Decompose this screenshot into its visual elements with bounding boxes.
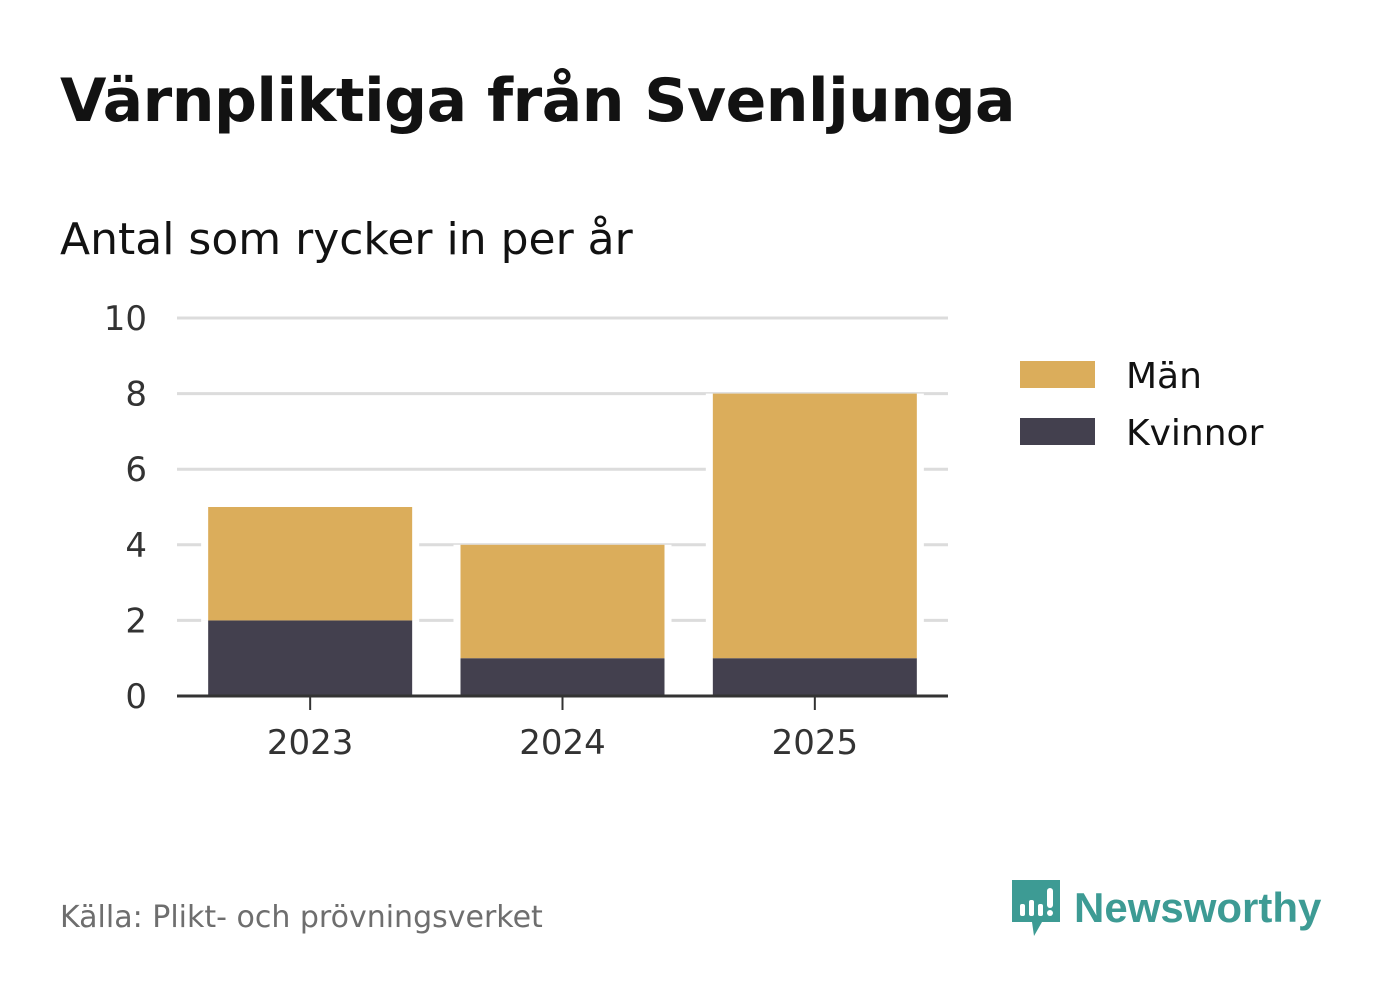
y-tick-label: 6: [125, 450, 147, 490]
source-note: Källa: Plikt- och prövningsverket: [60, 900, 543, 935]
x-tick-label: 2025: [772, 723, 859, 763]
legend-swatch-kvinnor: [1020, 418, 1095, 445]
bar-män-2025: [712, 393, 917, 659]
y-tick-label: 8: [125, 375, 147, 415]
bar-män-2023: [208, 507, 413, 621]
legend-swatch-män: [1020, 361, 1095, 388]
y-tick-label: 0: [125, 677, 147, 717]
y-tick-label: 10: [104, 299, 147, 339]
bar-kvinnor-2023: [208, 620, 413, 696]
y-tick-label: 2: [125, 601, 147, 641]
x-tick-label: 2023: [267, 723, 354, 763]
legend-label-kvinnor: Kvinnor: [1126, 413, 1264, 454]
y-tick-label: 4: [125, 526, 147, 566]
chart-title: Värnpliktiga från Svenljunga: [60, 66, 1016, 136]
bar-kvinnor-2024: [460, 658, 665, 696]
newsworthy-logo-icon: [1012, 880, 1060, 936]
chart-subtitle: Antal som rycker in per år: [60, 214, 633, 265]
brand-name: Newsworthy: [1074, 884, 1322, 931]
x-tick-label: 2024: [519, 723, 606, 763]
bar-kvinnor-2025: [712, 658, 917, 696]
legend-label-män: Män: [1126, 356, 1202, 397]
brand-logo: Newsworthy: [1010, 878, 1321, 938]
bar-män-2024: [460, 544, 665, 659]
